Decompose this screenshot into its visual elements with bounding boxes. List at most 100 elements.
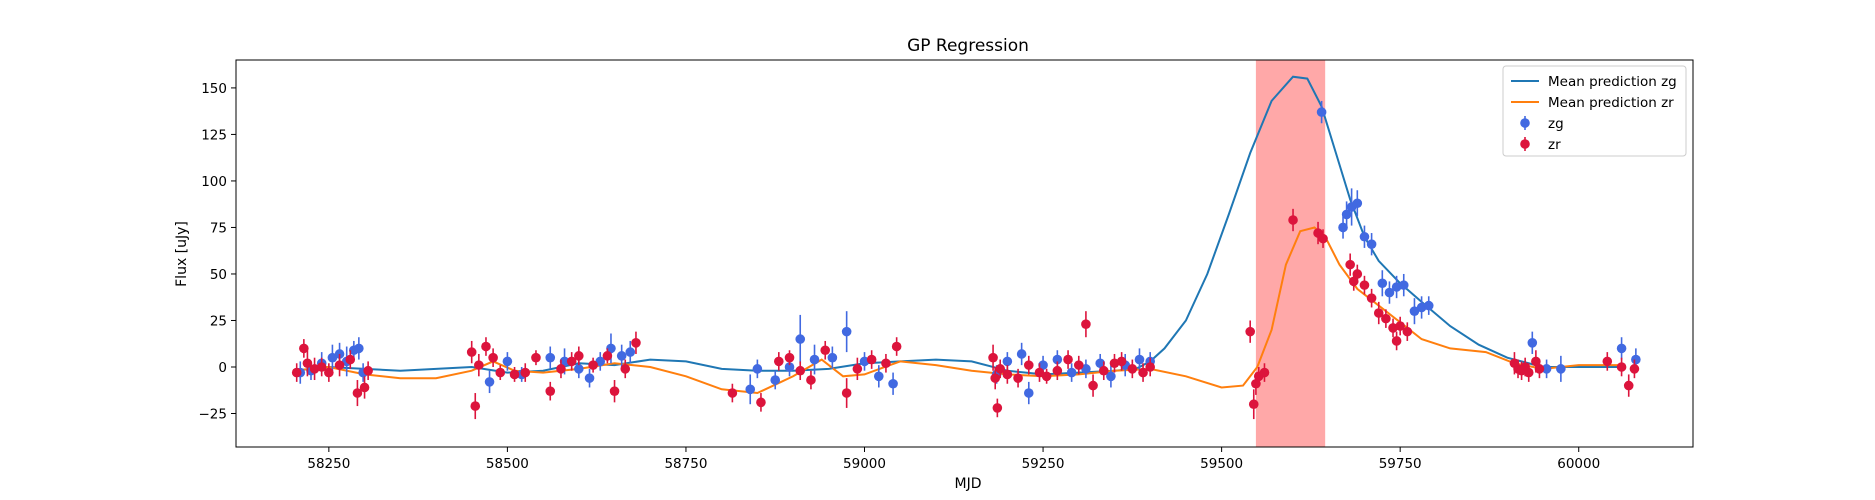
data-point-zg xyxy=(1338,222,1348,233)
data-point-zg xyxy=(1366,239,1377,249)
data-point-zr xyxy=(1373,308,1384,318)
x-tick-label: 59750 xyxy=(1379,456,1422,472)
y-tick-label: 100 xyxy=(201,174,227,190)
data-point-zr xyxy=(466,347,477,357)
data-point-zr xyxy=(602,351,613,361)
data-point-zr xyxy=(806,375,816,385)
data-point-zg xyxy=(354,343,364,354)
data-point-zr xyxy=(1629,364,1640,374)
y-tick-label: 75 xyxy=(210,220,227,236)
series-line-0 xyxy=(292,75,1622,376)
legend-marker-swatch xyxy=(1520,118,1530,128)
legend: Mean prediction zg Mean prediction zr zg zr xyxy=(1502,65,1687,157)
data-point-zr xyxy=(1098,365,1109,376)
data-point-zr xyxy=(1023,360,1034,370)
data-point-zg xyxy=(888,378,898,389)
data-point-zg xyxy=(795,334,806,344)
data-point-zg xyxy=(484,377,495,387)
data-point-zr xyxy=(1088,380,1098,391)
data-point-zr xyxy=(588,360,598,370)
data-point-zg xyxy=(584,373,595,383)
data-point-zg xyxy=(809,354,820,365)
data-point-zr xyxy=(1245,326,1255,337)
data-point-zg xyxy=(841,326,852,337)
data-point-zg xyxy=(1631,354,1641,365)
data-point-zg xyxy=(784,362,795,372)
data-point-zr xyxy=(795,365,806,376)
data-point-zr xyxy=(841,388,852,398)
data-point-zg xyxy=(574,364,584,374)
legend-label: Mean prediction zg xyxy=(1548,74,1677,90)
data-point-zr xyxy=(1073,360,1084,370)
data-point-zg xyxy=(616,351,627,361)
data-point-zg xyxy=(752,364,763,374)
y-tick-label: 150 xyxy=(201,81,227,97)
x-tick-label: 59000 xyxy=(843,456,886,472)
data-point-zg xyxy=(1527,338,1538,348)
data-point-zg xyxy=(827,352,838,363)
legend-box xyxy=(1502,65,1687,157)
legend-label: zg xyxy=(1548,116,1564,132)
data-point-zg xyxy=(595,356,606,367)
data-point-zg xyxy=(1377,278,1388,289)
data-point-zr xyxy=(1602,356,1613,367)
data-point-zr xyxy=(291,367,302,378)
data-point-zr xyxy=(1534,364,1545,374)
data-point-zg xyxy=(606,343,616,354)
chart-title: GP Regression xyxy=(907,36,1029,56)
data-point-zr xyxy=(820,345,831,356)
data-point-zg xyxy=(1316,107,1327,117)
data-point-zr xyxy=(1034,367,1045,378)
data-point-zr xyxy=(1138,367,1148,378)
data-point-zr xyxy=(995,364,1006,374)
data-point-zg xyxy=(502,356,513,367)
legend-label: Mean prediction zr xyxy=(1548,95,1674,111)
data-point-zr xyxy=(1402,326,1413,337)
x-tick-label: 58250 xyxy=(307,456,350,472)
data-point-zr xyxy=(852,364,863,374)
data-point-zr xyxy=(566,356,577,367)
data-point-zr xyxy=(988,352,998,363)
data-point-zr xyxy=(1002,369,1013,380)
data-point-zg xyxy=(1341,209,1352,220)
data-point-zg xyxy=(545,352,556,363)
data-point-zr xyxy=(359,382,370,393)
data-point-zr xyxy=(363,365,373,376)
data-point-zr xyxy=(1116,356,1127,367)
data-point-zr xyxy=(784,352,795,363)
y-tick-label: −25 xyxy=(199,407,228,423)
legend-label: zr xyxy=(1548,137,1561,153)
data-point-zr xyxy=(345,354,356,365)
data-point-zr xyxy=(334,360,345,370)
data-point-zg xyxy=(1352,198,1363,209)
data-point-zg xyxy=(1423,300,1434,311)
data-point-zr xyxy=(556,364,566,374)
data-point-zg xyxy=(1081,364,1091,374)
data-point-zg xyxy=(327,352,338,363)
data-point-zr xyxy=(1352,269,1363,279)
data-point-zg xyxy=(1066,367,1077,378)
data-point-zr xyxy=(866,354,877,365)
data-point-zr xyxy=(620,364,631,374)
data-point-zg xyxy=(1359,231,1370,242)
data-point-zr xyxy=(520,367,531,378)
data-point-zg xyxy=(873,371,884,382)
data-point-zr xyxy=(1523,367,1534,378)
y-tick-label: 125 xyxy=(201,127,227,143)
data-point-zg xyxy=(1038,360,1048,370)
axes-frame xyxy=(235,59,1694,448)
y-axis-label: Flux [uJy] xyxy=(174,221,190,287)
x-axis-label: MJD xyxy=(955,476,982,492)
data-point-zr xyxy=(1391,336,1402,346)
data-point-zr xyxy=(470,401,481,411)
data-point-zr xyxy=(531,352,541,363)
data-point-zr xyxy=(352,388,363,398)
data-point-zg xyxy=(1409,306,1420,316)
data-point-zr xyxy=(1366,293,1377,303)
data-point-zg xyxy=(770,375,781,385)
x-tick-label: 58750 xyxy=(664,456,707,472)
data-point-zr xyxy=(1623,380,1634,391)
data-point-zr xyxy=(574,351,584,361)
data-point-zg xyxy=(1541,364,1552,374)
